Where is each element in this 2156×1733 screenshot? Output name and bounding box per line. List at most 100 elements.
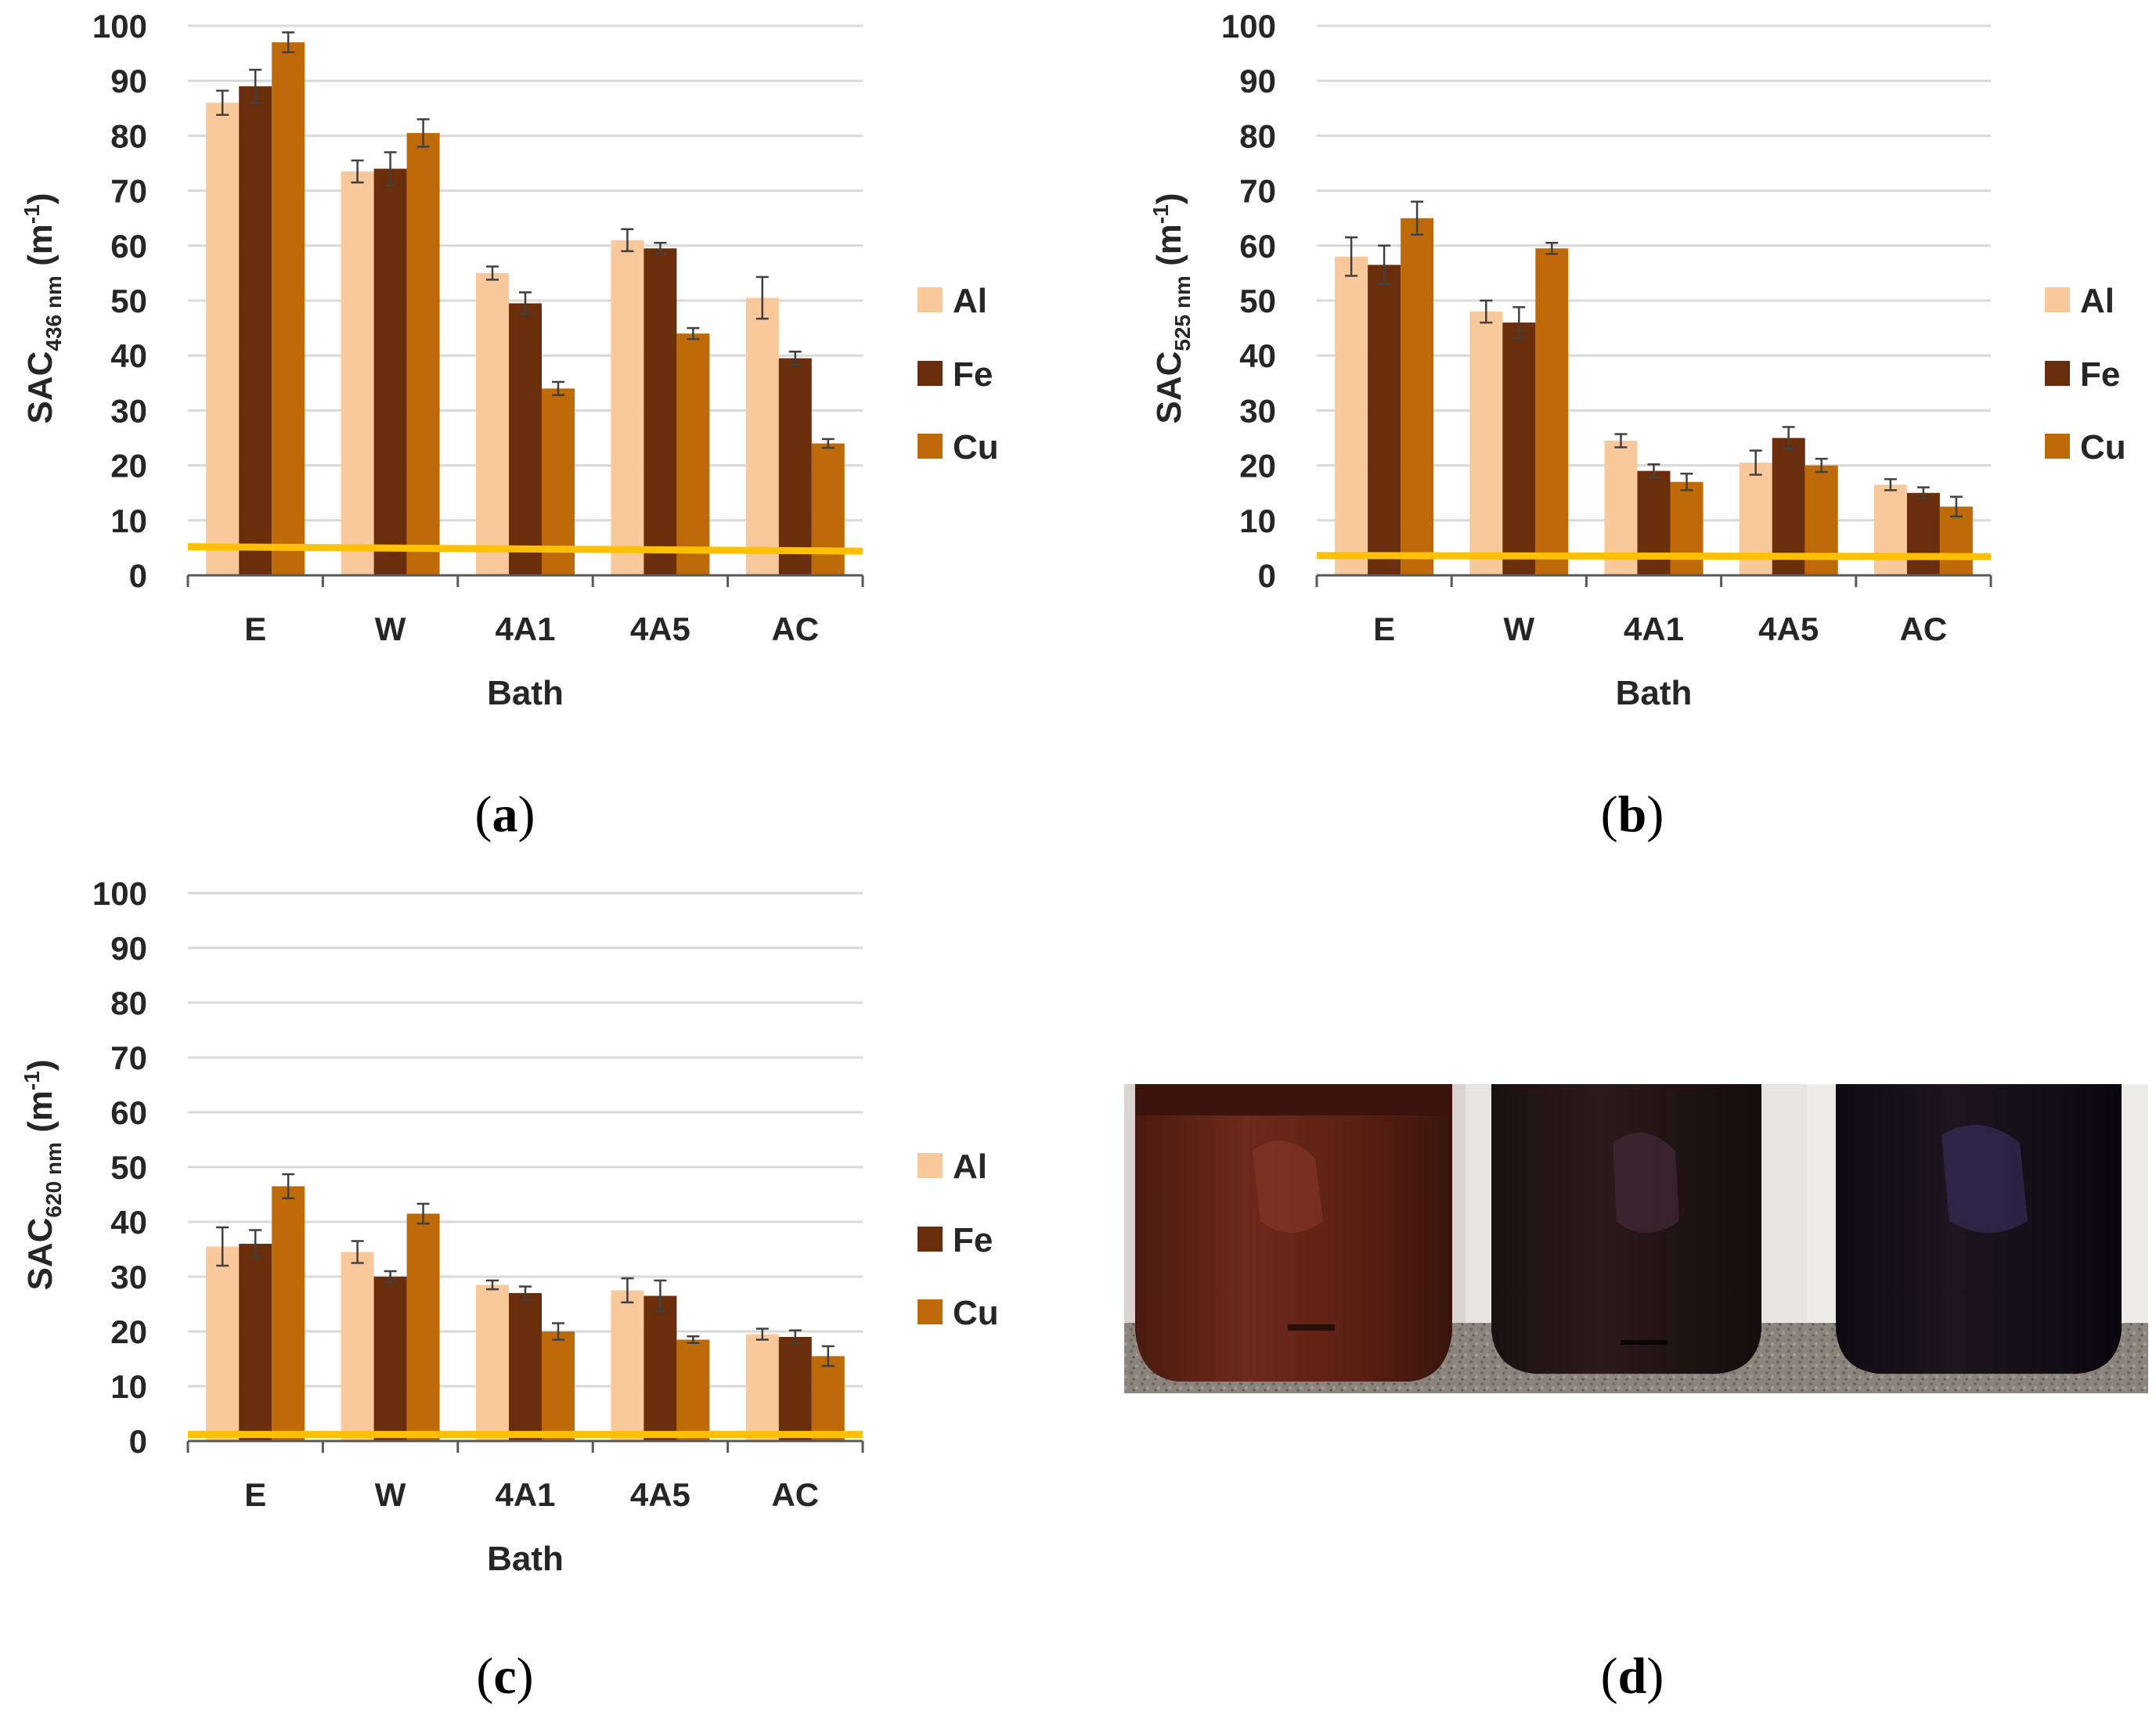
bar-cu	[272, 1186, 305, 1441]
threshold-line	[187, 542, 863, 555]
bar-al	[611, 240, 644, 575]
bar-fe	[644, 248, 677, 575]
legend-swatch-cu	[918, 1299, 943, 1324]
y-tick-label: 60	[1239, 228, 1276, 265]
bar-cu	[406, 132, 440, 575]
bar-al	[341, 1252, 374, 1441]
x-tick-label: 4A5	[630, 611, 690, 647]
y-tick-label: 100	[92, 875, 147, 912]
legend-label-cu: Cu	[2080, 428, 2126, 467]
bar-fe	[509, 1293, 542, 1441]
bar-cu	[542, 388, 575, 575]
y-tick-label: 90	[1239, 63, 1276, 99]
x-axis-title: Bath	[1616, 674, 1693, 712]
y-tick-label: 70	[110, 1039, 147, 1076]
bar-fe	[239, 86, 272, 576]
panel-letter-d: d	[1618, 1648, 1647, 1705]
y-tick-label: 30	[110, 1259, 147, 1295]
bar-al	[341, 171, 374, 575]
threshold-line	[1316, 552, 1992, 560]
bar-fe	[778, 358, 812, 575]
y-title-unit: (m	[1150, 224, 1188, 276]
legend-label-al: Al	[2080, 282, 2115, 320]
y-tick-label: 50	[110, 1149, 147, 1186]
y-title-subscript: 620 nm	[41, 1142, 66, 1218]
legend-label-al: Al	[953, 1148, 987, 1186]
y-axis-title: SAC620 nm (m-1)	[20, 1060, 66, 1291]
panel-letter-b: b	[1618, 786, 1647, 843]
bar-fe	[373, 1277, 407, 1441]
legend-label-fe: Fe	[953, 355, 993, 394]
y-title-main: SAC	[21, 1218, 59, 1291]
x-axis-title: Bath	[487, 674, 564, 712]
y-tick-label: 0	[129, 557, 147, 594]
y-tick-label: 10	[110, 1368, 147, 1405]
x-tick-label: E	[244, 1476, 266, 1513]
x-tick-label: E	[244, 611, 266, 647]
panel-label-b: (b)	[1601, 786, 1664, 843]
bar-cu	[676, 1339, 710, 1441]
y-tick-label: 90	[110, 930, 147, 967]
bar-cu	[811, 443, 845, 575]
y-tick-label: 80	[110, 117, 147, 154]
legend-label-cu: Cu	[953, 428, 999, 467]
photo-panel	[1124, 1084, 2148, 1393]
y-axis-title: SAC436 nm (m-1)	[20, 193, 66, 424]
y-tick-label: 90	[110, 63, 147, 99]
x-tick-label: W	[375, 611, 406, 647]
x-tick-label: 4A5	[1758, 611, 1819, 647]
chart-c: 0 10 20 30 40 50 60 70 80 90 100 E W 4A1 4A5 AC Bath SAC6…	[20, 875, 999, 1578]
x-tick-label: AC	[1900, 611, 1948, 647]
y-tick-label: 70	[1239, 173, 1276, 210]
bar-al	[476, 272, 509, 575]
y-title-superscript: -1	[20, 1071, 44, 1090]
bar-fe	[239, 1244, 272, 1441]
chart-b: 0 10 20 30 40 50 60 70 80 90 100 E W 4A1 4A5 AC Bath SAC5…	[1148, 8, 2126, 712]
y-tick-label: 50	[110, 283, 147, 319]
bar-cu	[676, 333, 710, 575]
y-title-unit-close: )	[21, 1060, 59, 1072]
y-title-superscript: -1	[20, 204, 44, 224]
panel-letter-c: c	[493, 1648, 516, 1705]
y-title-unit: (m	[21, 224, 59, 276]
x-tick-label: W	[375, 1476, 406, 1513]
bar-al	[1469, 312, 1503, 575]
y-tick-label: 10	[1239, 503, 1276, 539]
y-title-superscript: -1	[1148, 204, 1173, 224]
bar-al	[1873, 485, 1907, 575]
bar-fe	[1906, 492, 1940, 575]
bar-fe	[1368, 265, 1401, 575]
y-tick-label: 30	[1239, 392, 1276, 429]
x-tick-label: AC	[771, 611, 819, 647]
x-axis-title: Bath	[487, 1540, 564, 1578]
y-title-unit-close: )	[21, 193, 59, 205]
x-tick-label: 4A5	[630, 1476, 690, 1513]
bar-cu	[1401, 218, 1434, 575]
bar-al	[611, 1290, 644, 1441]
bar-fe	[1502, 322, 1536, 575]
bar-fe	[509, 303, 542, 575]
y-tick-label: 40	[110, 1204, 147, 1241]
bar-cu	[272, 42, 305, 576]
legend-label-cu: Cu	[953, 1294, 999, 1332]
y-tick-label: 40	[1239, 337, 1276, 374]
legend-swatch-fe	[918, 361, 943, 386]
panel-letter-a: a	[492, 786, 518, 843]
panel-label-d: (d)	[1601, 1648, 1664, 1705]
photo-of-three-jars-icon	[1124, 1084, 2148, 1393]
y-tick-label: 80	[110, 985, 147, 1021]
y-title-subscript: 525 nm	[1170, 276, 1195, 351]
y-tick-label: 0	[129, 1423, 147, 1460]
y-tick-label: 60	[110, 1094, 147, 1131]
y-title-subscript: 436 nm	[41, 276, 66, 351]
legend-swatch-al	[918, 287, 943, 312]
bar-al	[476, 1284, 509, 1441]
legend-label-al: Al	[953, 282, 987, 320]
y-tick-label: 20	[110, 448, 147, 485]
legend-label-fe: Fe	[2080, 355, 2120, 394]
y-title-main: SAC	[1150, 351, 1188, 424]
x-tick-label: E	[1373, 611, 1395, 647]
panel-label-a: (a)	[475, 786, 535, 843]
legend-swatch-al	[2045, 287, 2070, 312]
legend-swatch-fe	[918, 1227, 943, 1252]
